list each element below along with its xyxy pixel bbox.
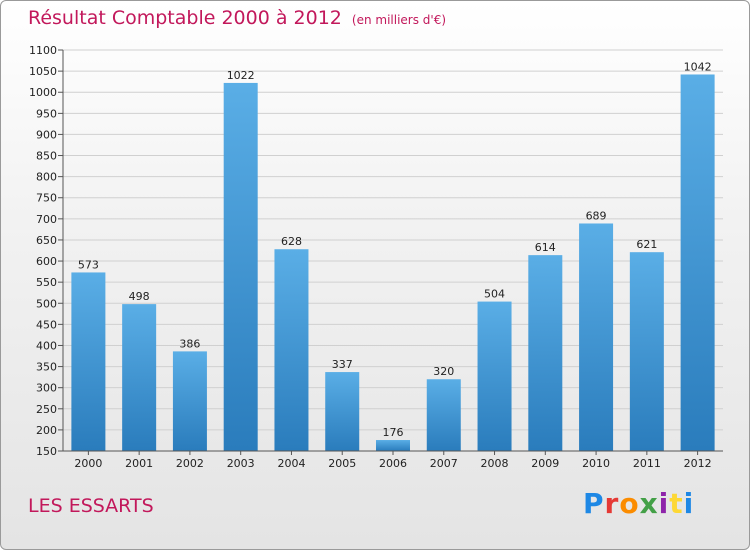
x-tick-label: 2002 (176, 457, 204, 470)
y-tick-label: 600 (36, 255, 57, 268)
chart-subtitle: (en milliers d'€) (351, 13, 447, 27)
y-tick-label: 900 (36, 128, 57, 141)
data-label-2010: 689 (586, 209, 607, 222)
x-tick-label: 2004 (277, 457, 305, 470)
logo-letter: i (683, 487, 695, 520)
bar-2002 (172, 351, 207, 451)
y-tick-label: 400 (36, 339, 57, 352)
y-tick-label: 300 (36, 382, 57, 395)
data-label-2007: 320 (433, 365, 454, 378)
bar-2003 (223, 82, 258, 452)
y-tick-label: 450 (36, 318, 57, 331)
data-label-2001: 498 (129, 290, 150, 303)
proxiti-logo: Proxiti (583, 487, 694, 520)
data-label-2000: 573 (78, 258, 99, 271)
y-tick-label: 1050 (29, 65, 57, 78)
bar-2009 (528, 255, 563, 451)
y-tick-label: 500 (36, 297, 57, 310)
y-tick-label: 1100 (29, 44, 57, 57)
y-tick-label: 350 (36, 361, 57, 374)
data-label-2009: 614 (535, 241, 556, 254)
x-tick-label: 2008 (481, 457, 509, 470)
data-label-2006: 176 (383, 426, 404, 439)
x-tick-label: 2011 (633, 457, 661, 470)
bar-2008 (477, 301, 512, 451)
x-tick-label: 2006 (379, 457, 407, 470)
y-tick-label: 700 (36, 213, 57, 226)
y-tick-label: 950 (36, 107, 57, 120)
data-label-2003: 1022 (227, 69, 255, 82)
y-tick-label: 250 (36, 403, 57, 416)
logo-letter: i (658, 487, 670, 520)
bar-2000 (71, 272, 106, 451)
bar-2011 (629, 252, 664, 451)
data-label-2002: 386 (179, 337, 200, 350)
logo-letter: t (669, 487, 684, 520)
y-tick-label: 850 (36, 150, 57, 163)
town-name: LES ESSARTS (28, 495, 154, 517)
x-tick-label: 2007 (430, 457, 458, 470)
data-label-2005: 337 (332, 358, 353, 371)
y-tick-label: 150 (36, 445, 57, 458)
logo-letter: x (639, 487, 659, 520)
logo-letter: o (619, 487, 640, 520)
x-tick-label: 2001 (125, 457, 153, 470)
logo-letter: P (583, 487, 605, 520)
bar-2006 (376, 440, 410, 451)
x-tick-label: 2005 (328, 457, 356, 470)
x-tick-label: 2012 (684, 457, 712, 470)
data-label-2004: 628 (281, 235, 302, 248)
y-tick-label: 800 (36, 171, 57, 184)
y-tick-label: 1000 (29, 86, 57, 99)
y-tick-label: 750 (36, 192, 57, 205)
bar-2001 (122, 304, 157, 451)
x-tick-label: 2000 (74, 457, 102, 470)
data-label-2011: 621 (636, 238, 657, 251)
bar-2010 (579, 223, 614, 451)
bar-2005 (325, 372, 360, 451)
logo-letter: r (604, 487, 620, 520)
bar-2007 (426, 379, 461, 451)
y-tick-label: 550 (36, 276, 57, 289)
bar-2004 (274, 249, 309, 451)
x-tick-label: 2010 (582, 457, 610, 470)
chart-title: Résultat Comptable 2000 à 2012 (en millie… (28, 7, 447, 29)
bar-2012 (680, 74, 715, 451)
y-tick-label: 650 (36, 234, 57, 247)
data-label-2012: 1042 (684, 60, 712, 73)
y-tick-label: 200 (36, 424, 57, 437)
x-tick-label: 2003 (227, 457, 255, 470)
data-label-2008: 504 (484, 288, 505, 301)
x-tick-label: 2009 (531, 457, 559, 470)
